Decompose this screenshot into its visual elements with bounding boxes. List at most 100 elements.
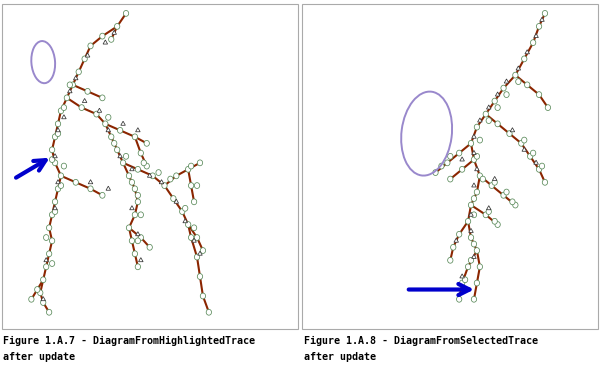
Circle shape — [472, 212, 476, 218]
Circle shape — [194, 182, 200, 188]
Circle shape — [492, 218, 497, 224]
Circle shape — [85, 88, 90, 94]
Text: Figure 1.A.7 - DiagramFromHighlightedTrace: Figure 1.A.7 - DiagramFromHighlightedTra… — [3, 336, 255, 346]
Circle shape — [466, 218, 471, 224]
Circle shape — [58, 108, 64, 114]
Circle shape — [106, 114, 111, 120]
Polygon shape — [487, 205, 491, 210]
Circle shape — [138, 150, 143, 156]
Circle shape — [55, 186, 61, 192]
Circle shape — [55, 131, 61, 137]
Circle shape — [141, 160, 146, 166]
Circle shape — [472, 196, 476, 201]
Circle shape — [144, 163, 149, 169]
Circle shape — [457, 150, 462, 156]
Circle shape — [49, 238, 55, 244]
Circle shape — [501, 192, 506, 198]
Circle shape — [35, 287, 40, 292]
Polygon shape — [136, 232, 140, 236]
Text: after update: after update — [304, 352, 376, 362]
Circle shape — [44, 264, 49, 270]
Circle shape — [135, 166, 140, 172]
Circle shape — [495, 121, 500, 127]
Polygon shape — [112, 30, 116, 34]
Polygon shape — [139, 258, 143, 262]
Polygon shape — [496, 92, 500, 96]
Circle shape — [135, 192, 140, 198]
Polygon shape — [103, 40, 107, 44]
Polygon shape — [62, 115, 66, 119]
Circle shape — [182, 205, 188, 211]
Circle shape — [185, 166, 191, 172]
Circle shape — [52, 199, 58, 205]
Circle shape — [41, 300, 46, 306]
Polygon shape — [478, 118, 482, 122]
Circle shape — [510, 199, 515, 205]
Circle shape — [124, 11, 128, 16]
Circle shape — [200, 247, 206, 253]
Circle shape — [46, 225, 52, 231]
Circle shape — [52, 209, 58, 215]
Circle shape — [100, 33, 105, 39]
Circle shape — [61, 105, 67, 111]
Circle shape — [73, 179, 79, 185]
Circle shape — [445, 160, 450, 166]
Circle shape — [185, 222, 191, 227]
Circle shape — [132, 186, 137, 192]
Polygon shape — [192, 238, 196, 242]
Polygon shape — [525, 50, 529, 54]
Polygon shape — [460, 157, 464, 161]
Circle shape — [109, 134, 114, 140]
Polygon shape — [56, 128, 60, 132]
Circle shape — [194, 254, 200, 260]
Polygon shape — [460, 274, 464, 278]
Circle shape — [150, 173, 155, 179]
Polygon shape — [159, 180, 164, 184]
Circle shape — [536, 23, 542, 29]
Circle shape — [191, 199, 197, 205]
Circle shape — [492, 98, 497, 104]
Polygon shape — [183, 219, 187, 223]
Circle shape — [501, 85, 506, 91]
Circle shape — [52, 160, 58, 166]
Polygon shape — [41, 297, 46, 301]
Circle shape — [132, 134, 137, 140]
Circle shape — [41, 277, 46, 283]
Polygon shape — [106, 128, 110, 132]
Circle shape — [200, 293, 206, 299]
Circle shape — [115, 23, 120, 29]
Polygon shape — [82, 99, 87, 103]
Circle shape — [138, 212, 143, 218]
Circle shape — [52, 134, 58, 140]
Circle shape — [483, 212, 488, 218]
Circle shape — [451, 244, 456, 250]
Circle shape — [527, 153, 533, 159]
Circle shape — [49, 157, 55, 162]
Circle shape — [469, 257, 473, 263]
Circle shape — [103, 121, 108, 127]
Circle shape — [469, 235, 473, 241]
Polygon shape — [148, 173, 152, 177]
Circle shape — [513, 72, 518, 78]
Circle shape — [474, 280, 479, 286]
Polygon shape — [534, 34, 538, 38]
Circle shape — [135, 264, 140, 270]
Polygon shape — [198, 251, 202, 255]
Polygon shape — [130, 205, 134, 210]
Circle shape — [477, 264, 482, 270]
Circle shape — [504, 92, 509, 97]
Circle shape — [109, 36, 114, 42]
Circle shape — [55, 121, 61, 127]
Circle shape — [100, 95, 105, 101]
Circle shape — [88, 43, 93, 49]
Polygon shape — [73, 76, 78, 80]
Circle shape — [70, 82, 76, 88]
Circle shape — [49, 261, 55, 266]
Circle shape — [100, 192, 105, 198]
Circle shape — [147, 244, 152, 250]
Circle shape — [460, 280, 465, 286]
Polygon shape — [454, 238, 458, 242]
Polygon shape — [121, 121, 125, 125]
Circle shape — [132, 212, 137, 218]
Circle shape — [518, 141, 524, 146]
